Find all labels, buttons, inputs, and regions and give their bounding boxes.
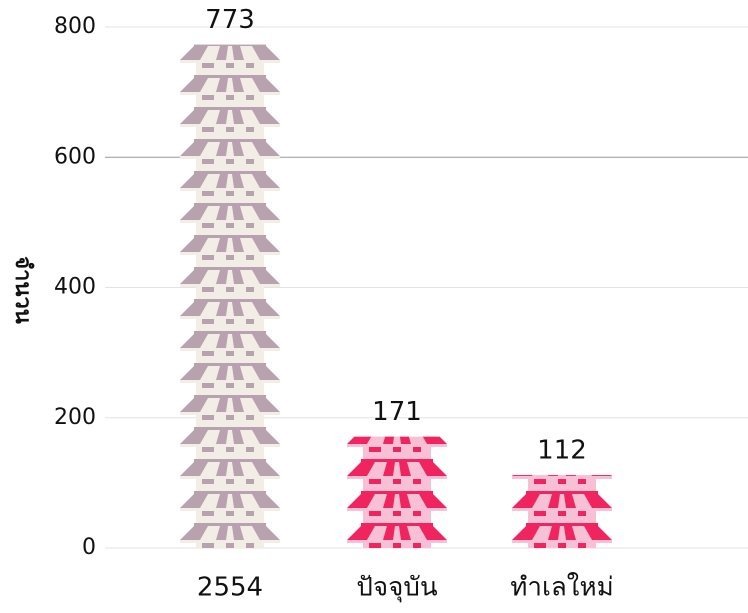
value-label: 773: [205, 5, 255, 35]
x-tick-label: ทำเลใหม่: [510, 573, 614, 603]
x-tick-label: 2554: [197, 573, 263, 603]
y-axis-label: จำนวน: [10, 256, 35, 324]
y-tick-label: 600: [54, 144, 96, 169]
bar: [180, 44, 280, 549]
bar: [512, 475, 612, 548]
value-label: 171: [372, 397, 422, 427]
y-tick-label: 800: [54, 14, 96, 39]
value-label: 112: [537, 436, 587, 466]
y-tick-label: 400: [54, 275, 96, 300]
y-tick-label: 0: [82, 535, 96, 560]
x-tick-label: ปัจจุบัน: [356, 573, 437, 603]
bar: [347, 436, 447, 548]
y-tick-label: 200: [54, 405, 96, 430]
